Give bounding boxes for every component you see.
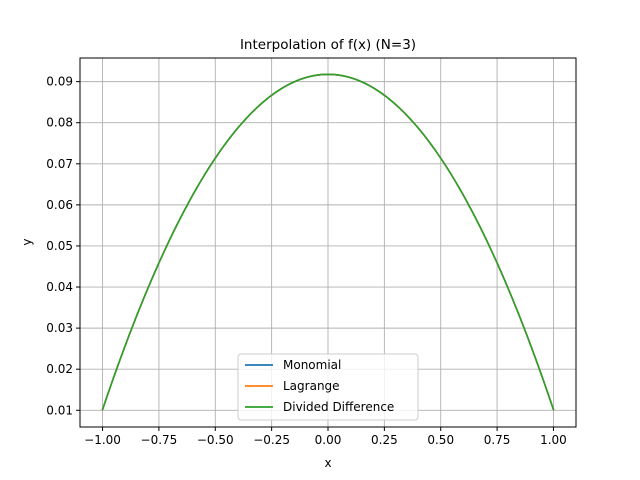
- x-axis-label: x: [324, 456, 331, 470]
- y-tick-label: 0.08: [46, 116, 73, 130]
- y-axis-label: y: [20, 238, 34, 245]
- legend: Monomial Lagrange Divided Difference: [237, 353, 419, 421]
- y-axis-ticks: 0.01 0.02 0.03 0.04 0.05 0.06 0.07 0.08 0.09: [46, 75, 80, 417]
- x-axis-ticks: −1.00 −0.75 −0.50 −0.25 0.00 0.25 0.50 0.75 1.00: [84, 427, 567, 447]
- series-line-divided-difference: [101, 73, 555, 411]
- legend-box: [237, 353, 419, 421]
- x-tick-label: 0.00: [315, 433, 342, 447]
- x-tick-label: 0.75: [484, 433, 511, 447]
- y-tick-label: 0.06: [46, 198, 73, 212]
- legend-label-lagrange: Lagrange: [283, 379, 340, 393]
- plot-series: [101, 73, 555, 411]
- y-tick-label: 0.04: [46, 280, 73, 294]
- y-tick-label: 0.01: [46, 403, 73, 417]
- x-tick-label: −0.75: [141, 433, 178, 447]
- chart-title: Interpolation of f(x) (N=3): [240, 37, 416, 53]
- x-tick-label: 1.00: [540, 433, 567, 447]
- y-tick-label: 0.02: [46, 362, 73, 376]
- x-tick-label: 0.25: [371, 433, 398, 447]
- y-tick-label: 0.03: [46, 321, 73, 335]
- legend-label-monomial: Monomial: [283, 358, 341, 372]
- x-tick-label: −1.00: [84, 433, 121, 447]
- legend-label-divided-difference: Divided Difference: [283, 400, 394, 414]
- y-tick-label: 0.09: [46, 75, 73, 89]
- y-tick-label: 0.05: [46, 239, 73, 253]
- y-tick-label: 0.07: [46, 157, 73, 171]
- x-tick-label: 0.50: [427, 433, 454, 447]
- x-tick-label: −0.50: [197, 433, 234, 447]
- x-tick-label: −0.25: [253, 433, 290, 447]
